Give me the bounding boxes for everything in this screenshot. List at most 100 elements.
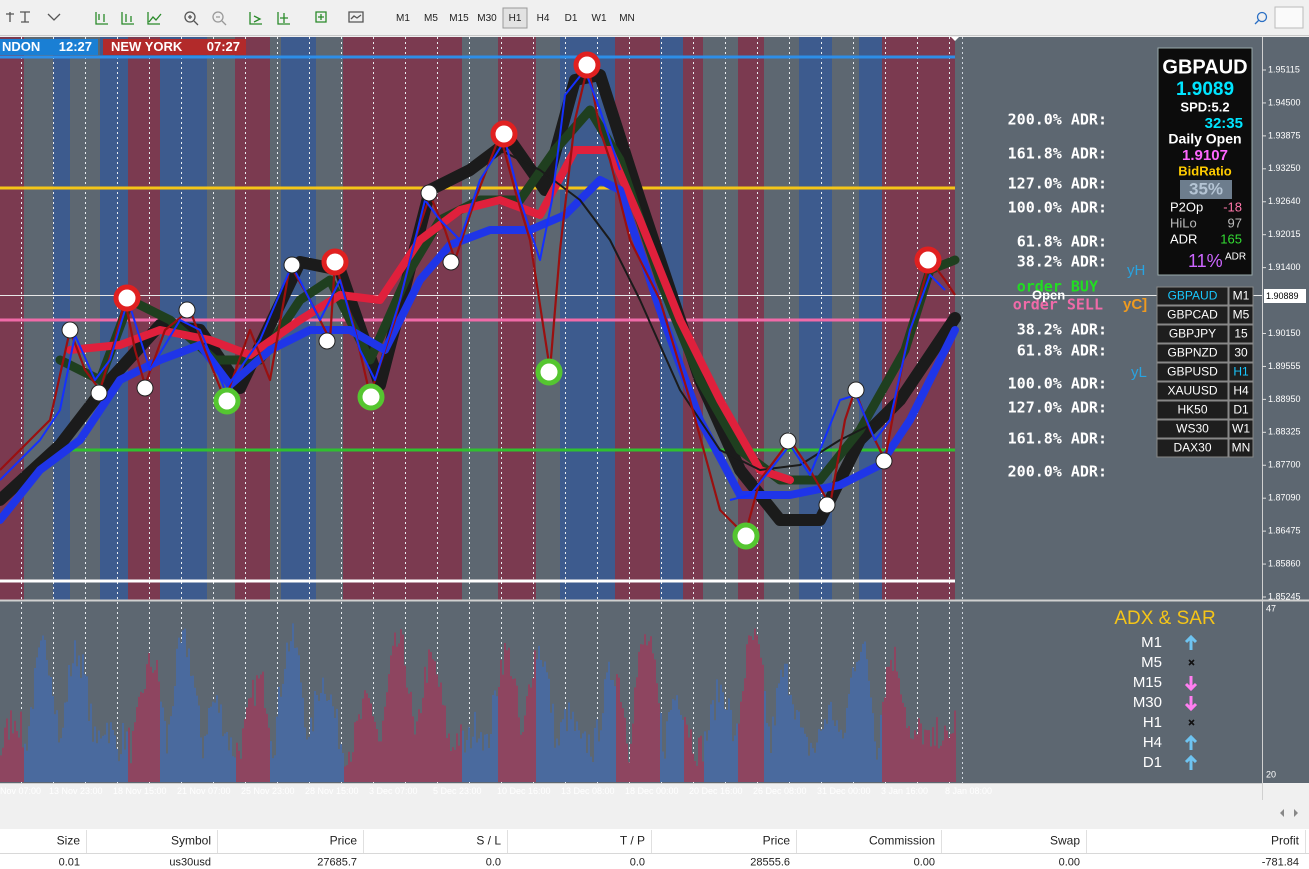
session-time: 07:27 (207, 39, 240, 54)
timeframe-cell[interactable] (1228, 438, 1254, 458)
symbol-cell[interactable] (1156, 343, 1229, 363)
shift-marker[interactable] (951, 37, 959, 41)
symbol-timeframe[interactable]: M1 (1233, 289, 1250, 303)
spread: SPD:5.2 (1180, 99, 1229, 114)
column-header[interactable]: Commission (869, 834, 935, 848)
timeframe-cell[interactable] (1228, 362, 1254, 382)
pivot (90, 384, 108, 402)
icon-autoscroll[interactable] (249, 12, 262, 25)
symbol-name[interactable]: GBPAUD (1168, 289, 1218, 303)
column-header[interactable]: T / P (620, 834, 645, 848)
timeframe-button[interactable]: D1 (565, 13, 578, 24)
order-sell: order SELL (1013, 296, 1103, 314)
timeframe-cell[interactable] (1228, 305, 1254, 325)
symbol-name[interactable]: XAUUSD (1167, 384, 1217, 398)
column-header[interactable]: Swap (1050, 834, 1080, 848)
icon-crosshair[interactable] (6, 12, 14, 22)
swing-high (113, 284, 141, 312)
column-header[interactable]: S / L (476, 834, 501, 848)
column-header[interactable]: Price (330, 834, 358, 848)
adr-level-upper: 161.8% ADR: (1008, 145, 1107, 163)
symbol-timeframe[interactable]: D1 (1233, 403, 1249, 417)
icon-bar-chart[interactable] (95, 12, 108, 25)
adr-level-upper: 38.2% ADR: (1017, 253, 1107, 271)
scroll-arrows[interactable] (1280, 809, 1298, 817)
symbol-timeframe[interactable]: M5 (1233, 308, 1250, 322)
timeframe-buttons: M1 M5 M15 M30 H1 H4 D1 W1 MN (396, 7, 635, 29)
adx-histogram (0, 623, 956, 782)
pivot (847, 381, 865, 399)
symbol: GBPAUD (1162, 56, 1247, 78)
symbol-timeframe[interactable]: H1 (1233, 365, 1249, 379)
column-header[interactable]: Size (57, 834, 81, 848)
symbol-name[interactable]: WS30 (1176, 422, 1209, 436)
symbol-timeframe[interactable]: H4 (1233, 384, 1249, 398)
icon-zoom-in[interactable] (184, 11, 196, 23)
adr-level-lower: 61.8% ADR: (1017, 342, 1107, 360)
timeframe-button[interactable]: M1 (396, 13, 410, 24)
timeframe-button[interactable]: M30 (477, 13, 497, 24)
symbol-cell[interactable] (1156, 381, 1229, 401)
symbol-timeframe[interactable]: 30 (1234, 346, 1248, 360)
icon-candles[interactable] (121, 12, 134, 25)
symbol-name[interactable]: GBPCAD (1167, 308, 1218, 322)
symbol-name[interactable]: GBPUSD (1167, 365, 1218, 379)
stat-value: 165 (1220, 231, 1242, 246)
symbol-cell[interactable] (1156, 362, 1229, 382)
column-header[interactable]: Profit (1271, 834, 1300, 848)
icon-shift[interactable] (277, 12, 290, 25)
timeframe-button[interactable]: M5 (424, 13, 438, 24)
pivot (178, 301, 196, 319)
icon-arrows[interactable] (47, 13, 61, 21)
symbol-name[interactable]: GBPNZD (1167, 346, 1217, 360)
price-line-bull (0, 69, 621, 481)
icon-line-chart[interactable] (147, 12, 162, 25)
symbol-timeframe[interactable]: MN (1232, 441, 1251, 455)
timeframe-cell[interactable] (1228, 419, 1254, 439)
symbol-timeframe[interactable]: W1 (1232, 422, 1250, 436)
timeframe-cell[interactable] (1228, 286, 1254, 306)
symbol-timeframe[interactable]: 15 (1234, 327, 1248, 341)
column-header[interactable]: Price (763, 834, 791, 848)
timeframe-selected[interactable] (502, 7, 528, 29)
timeframe-cell[interactable] (1228, 400, 1254, 420)
adr-level-upper: 200.0% ADR: (1008, 111, 1107, 129)
date-label: 18 Nov 15:00 (113, 786, 167, 796)
symbol-cell[interactable] (1156, 419, 1229, 439)
daily-open: 1.9107 (1182, 147, 1228, 164)
timeframe-button[interactable]: H1 (509, 13, 522, 24)
date-label: 25 Nov 23:00 (241, 786, 295, 796)
search-box[interactable] (1274, 6, 1304, 29)
timeframe-button[interactable]: M15 (449, 13, 469, 24)
symbol-name[interactable]: DAX30 (1173, 441, 1211, 455)
timeframe-button[interactable]: MN (619, 13, 635, 24)
stat-label: P2Op (1170, 199, 1203, 214)
timeframe-cell[interactable] (1228, 343, 1254, 363)
icon-indicators[interactable] (315, 11, 327, 23)
symbol-cell[interactable] (1156, 438, 1229, 458)
icon-text[interactable] (20, 11, 30, 23)
symbol-cell[interactable] (1156, 400, 1229, 420)
timeframe-button[interactable]: H4 (537, 13, 550, 24)
symbol-cell[interactable] (1156, 324, 1229, 344)
symbol-list: GBPAUD M1 GBPCAD M5 GBPJPY 15 GBPNZD 30 GBPUSD H1… (1156, 286, 1254, 458)
timeframe-button[interactable]: W1 (592, 13, 607, 24)
icon-search[interactable] (1256, 11, 1268, 23)
column-header[interactable]: Symbol (171, 834, 211, 848)
date-label: 20 Dec 16:00 (689, 786, 743, 796)
price-label: 1.85245 (1268, 591, 1301, 601)
timeframe-cell[interactable] (1228, 324, 1254, 344)
date-label: 3 Jan 16:00 (881, 786, 928, 796)
indicator-timeframe: M30 (1133, 694, 1162, 711)
timeframe-cell[interactable] (1228, 381, 1254, 401)
price-label: 1.95115 (1268, 64, 1300, 74)
icon-zoom-out[interactable] (212, 11, 224, 23)
symbol-cell[interactable] (1156, 305, 1229, 325)
table-cell: 0.00 (1059, 856, 1080, 868)
symbol-cell[interactable] (1156, 286, 1229, 306)
symbol-name[interactable]: GBPJPY (1169, 327, 1216, 341)
scrollbar[interactable] (0, 801, 1309, 825)
icon-templates[interactable] (348, 11, 364, 23)
symbol-name[interactable]: HK50 (1177, 403, 1207, 417)
trade-table (0, 829, 1309, 869)
